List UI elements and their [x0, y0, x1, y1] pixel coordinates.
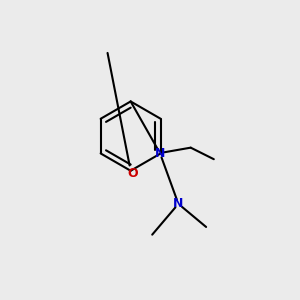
Text: N: N — [173, 197, 184, 210]
Text: N: N — [155, 146, 165, 160]
Text: O: O — [128, 167, 138, 180]
